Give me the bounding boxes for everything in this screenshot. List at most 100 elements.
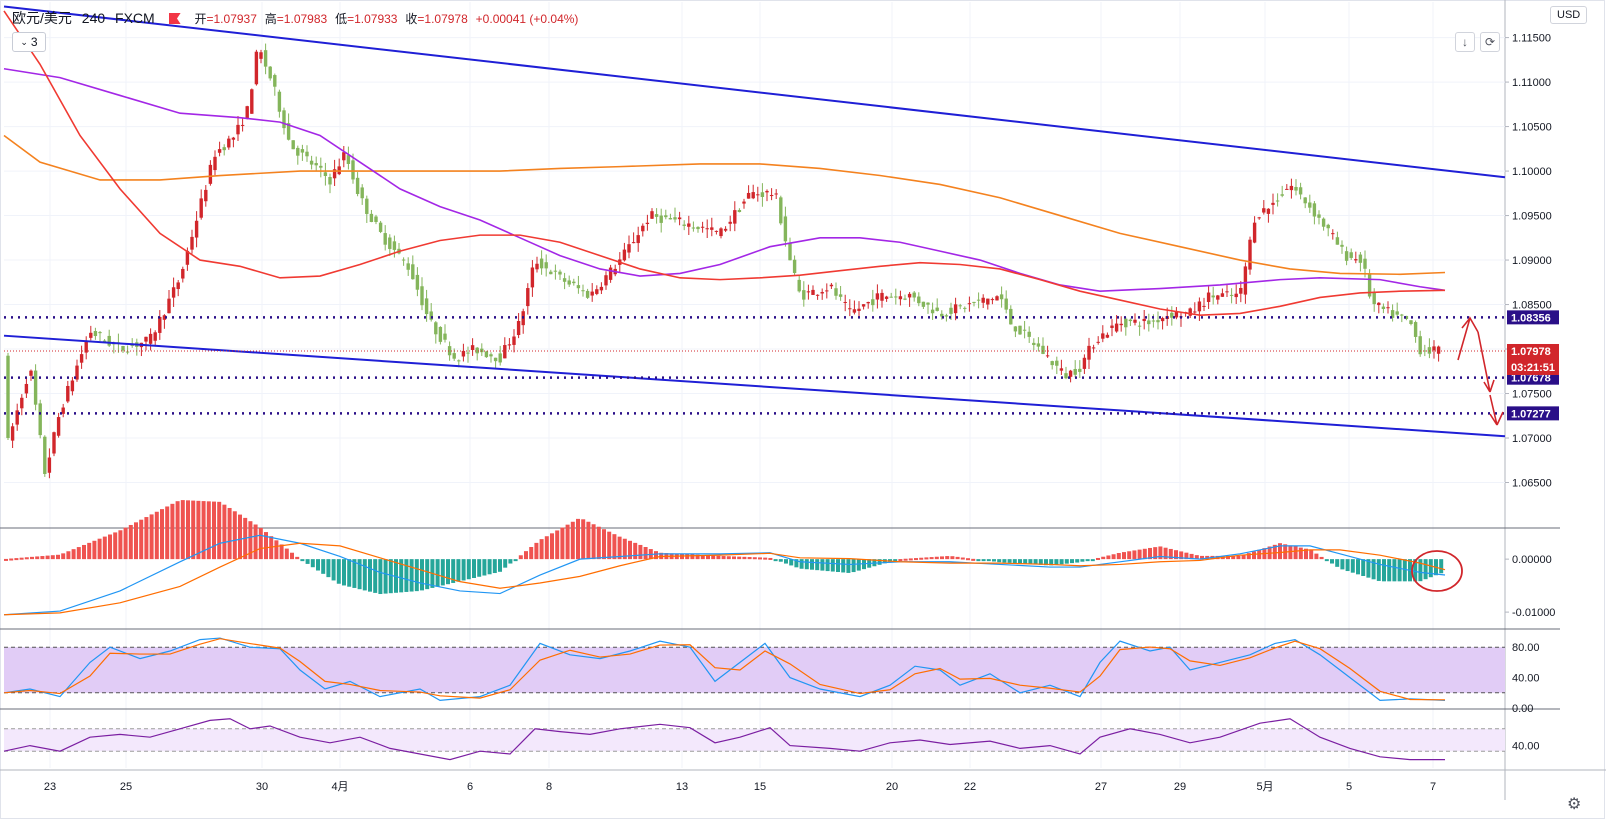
- candle-body: [1358, 254, 1363, 263]
- candle-body: [176, 282, 180, 290]
- candle-body: [907, 293, 912, 298]
- macd-bar: [576, 518, 580, 560]
- macd-bar: [513, 559, 518, 562]
- macd-bar: [1205, 555, 1210, 560]
- candle-body: [420, 286, 424, 306]
- candle-body: [935, 307, 939, 311]
- macd-bar: [1012, 559, 1017, 564]
- candle-body: [673, 217, 677, 220]
- macd-bar: [316, 559, 320, 571]
- macd-bar: [492, 559, 497, 574]
- currency-badge[interactable]: USD: [1550, 6, 1588, 24]
- macd-bar: [66, 551, 71, 560]
- macd-bar: [1033, 559, 1038, 565]
- macd-bar: [1272, 544, 1277, 560]
- candle-body: [401, 259, 406, 261]
- macd-bar: [1340, 559, 1345, 570]
- macd-bar: [326, 559, 331, 578]
- candle-body: [213, 156, 217, 171]
- macd-bar: [165, 506, 170, 560]
- macd-bar: [1402, 559, 1407, 582]
- data-source: FXCM: [115, 10, 155, 26]
- macd-bar: [888, 559, 892, 562]
- macd-bar: [529, 547, 534, 560]
- macd-bar: [154, 511, 159, 560]
- macd-bar: [1236, 555, 1241, 560]
- macd-bar: [1189, 553, 1194, 560]
- candle-body: [199, 198, 203, 218]
- candle-body: [1303, 197, 1307, 204]
- annotation-arrow-down: [1477, 331, 1495, 393]
- flag-icon[interactable]: [168, 13, 181, 24]
- candle-body: [737, 209, 742, 213]
- macd-bar: [747, 557, 752, 560]
- macd-bar: [773, 559, 778, 562]
- candle-body: [1381, 306, 1386, 310]
- indicator-toggle[interactable]: ⌄ 3: [12, 32, 46, 52]
- candle-body: [880, 292, 884, 301]
- candle-body: [1032, 342, 1036, 346]
- candle-body: [1128, 319, 1133, 322]
- candle-body: [889, 296, 893, 298]
- macd-bar: [799, 559, 804, 569]
- macd-bar: [170, 503, 175, 560]
- candle-body: [1266, 208, 1271, 214]
- candle-body: [636, 235, 640, 244]
- macd-bar: [804, 559, 809, 570]
- macd-bar: [737, 556, 742, 560]
- macd-bar: [1215, 555, 1220, 560]
- candle-body: [884, 296, 889, 299]
- macd-bar: [758, 557, 762, 560]
- macd-bar: [1345, 559, 1350, 572]
- candle-body: [263, 50, 268, 67]
- arrow-down-icon[interactable]: ↓: [1455, 32, 1475, 52]
- macd-bar: [40, 556, 45, 560]
- macd-bar: [97, 538, 102, 560]
- candle-body: [245, 106, 249, 119]
- macd-bar: [222, 504, 227, 560]
- macd-bar: [352, 559, 357, 588]
- macd-bar: [362, 559, 367, 591]
- candle-body: [631, 242, 636, 244]
- candle-body: [779, 197, 783, 224]
- candle-body: [1170, 312, 1174, 318]
- candle-body: [466, 352, 470, 354]
- macd-bar: [196, 500, 201, 560]
- macd-bar: [451, 559, 456, 583]
- macd-bar: [1075, 559, 1080, 563]
- reset-scale-icon[interactable]: ⟳: [1480, 32, 1500, 52]
- macd-bar: [1194, 555, 1199, 560]
- candle-body: [273, 75, 277, 87]
- macd-bar: [1070, 559, 1074, 564]
- macd-bar: [1158, 546, 1163, 560]
- candle-body: [1354, 259, 1358, 261]
- candle-body: [963, 307, 967, 309]
- candle-body: [15, 410, 19, 425]
- candle-body: [158, 316, 162, 333]
- macd-bar: [856, 559, 861, 571]
- macd-bar: [1376, 559, 1381, 581]
- candle-body: [70, 380, 75, 392]
- candle-body: [84, 341, 88, 353]
- candle-body: [1193, 311, 1197, 313]
- gear-icon[interactable]: ⚙: [1567, 796, 1582, 813]
- macd-bar: [955, 556, 960, 560]
- macd-bar: [763, 557, 768, 560]
- candle-body: [857, 308, 861, 311]
- y-tick-label: 1.07500: [1512, 389, 1552, 401]
- candle-body: [539, 258, 544, 269]
- macd-bar: [830, 559, 835, 572]
- candle-body: [1022, 329, 1027, 331]
- candle-body: [480, 348, 484, 353]
- candle-body: [309, 160, 314, 165]
- macd-bar: [695, 554, 700, 560]
- candle-body: [986, 298, 990, 305]
- macd-bar: [1111, 554, 1116, 560]
- macd-bar: [123, 527, 128, 560]
- candle-body: [424, 298, 429, 315]
- interval[interactable]: 240: [81, 10, 106, 26]
- candle-body: [1294, 186, 1298, 191]
- symbol-name[interactable]: 欧元/美元: [12, 10, 72, 26]
- candle-body: [250, 89, 254, 114]
